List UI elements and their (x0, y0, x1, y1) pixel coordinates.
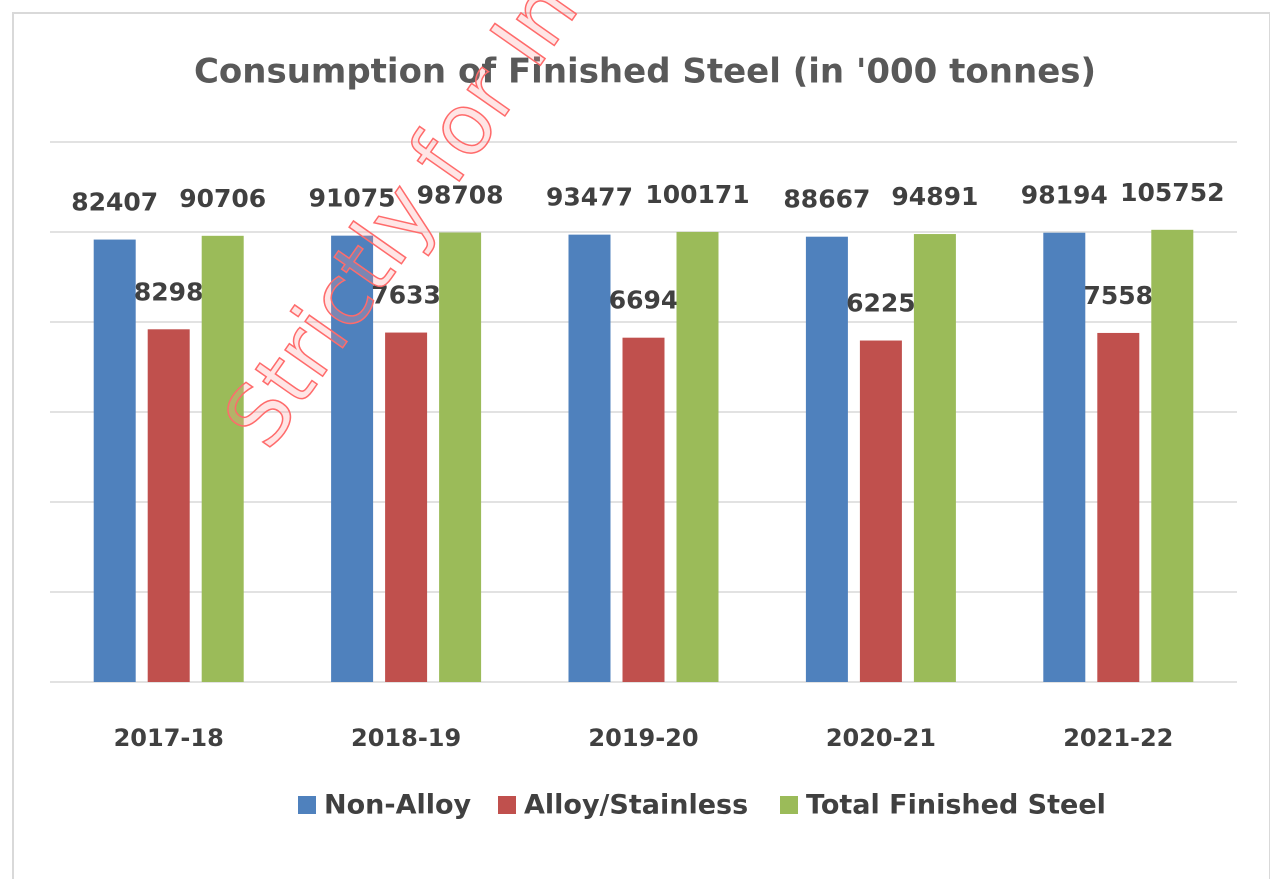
bar (676, 231, 719, 682)
data-label: 105752 (1120, 178, 1224, 207)
x-tick-label: 2018-19 (351, 724, 461, 752)
legend-swatch (298, 796, 316, 814)
data-label: 100171 (645, 180, 749, 209)
data-label: 90706 (179, 184, 266, 213)
data-label: 8298 (134, 277, 204, 306)
data-label: 98708 (417, 181, 504, 210)
data-label: 91075 (309, 184, 396, 213)
data-label: 94891 (891, 182, 978, 211)
bar (568, 234, 611, 682)
bar (1097, 332, 1140, 682)
bar (913, 234, 956, 682)
data-label: 6694 (609, 286, 679, 315)
legend-swatch (780, 796, 798, 814)
legend-swatch (498, 796, 516, 814)
x-tick-label: 2020-21 (826, 724, 936, 752)
data-label: 7633 (371, 281, 441, 310)
x-tick-label: 2021-22 (1063, 724, 1173, 752)
bar (439, 232, 482, 682)
bar (805, 236, 848, 682)
legend-label: Total Finished Steel (806, 790, 1106, 821)
bar (859, 340, 902, 682)
legend-label: Alloy/Stainless (524, 790, 748, 821)
bar (201, 235, 244, 683)
bar (1151, 229, 1194, 682)
bar (622, 337, 665, 682)
legend-label: Non-Alloy (324, 790, 472, 821)
x-tick-label: 2017-18 (114, 724, 224, 752)
bar (93, 239, 136, 682)
data-label: 93477 (546, 183, 633, 212)
data-label: 7558 (1084, 281, 1154, 310)
chart-title: Consumption of Finished Steel (in '000 t… (194, 52, 1096, 92)
bar (1043, 232, 1086, 683)
bar (385, 332, 428, 682)
bar (331, 235, 374, 683)
bar (147, 329, 190, 682)
data-label: 6225 (846, 289, 916, 318)
data-label: 98194 (1021, 181, 1108, 210)
x-tick-label: 2019-20 (588, 724, 698, 752)
data-label: 88667 (783, 185, 870, 214)
data-label: 82407 (71, 188, 158, 217)
